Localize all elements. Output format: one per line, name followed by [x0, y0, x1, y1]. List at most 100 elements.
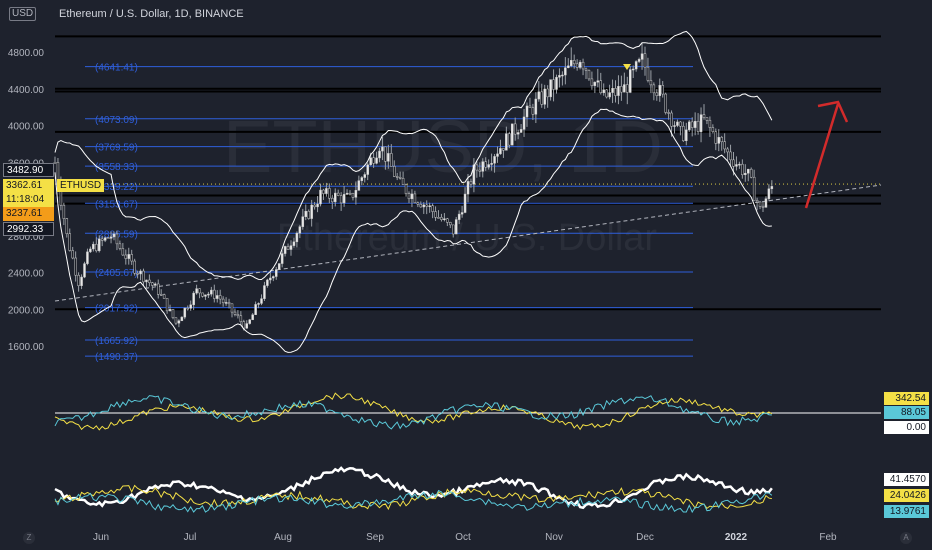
- candle-body: [275, 269, 278, 277]
- candle-body: [564, 67, 567, 76]
- candle-body: [528, 105, 532, 108]
- candle-body: [319, 189, 322, 205]
- upper-band: [54, 30, 773, 281]
- candle-body: [195, 288, 198, 294]
- candle-body: [679, 121, 682, 127]
- candle-body: [540, 91, 543, 105]
- candle-body: [463, 193, 467, 213]
- candle-body: [331, 197, 334, 203]
- fib-level-label: (1490.37): [95, 352, 138, 363]
- candle-body: [475, 164, 479, 171]
- candle-body: [342, 194, 346, 204]
- candle-body: [103, 237, 107, 241]
- candle-body: [469, 181, 473, 185]
- candle-body: [587, 70, 591, 80]
- candle-body: [145, 279, 148, 283]
- candle-body: [295, 232, 299, 243]
- candle-body: [744, 172, 747, 176]
- time-axis[interactable]: Jun Jul Aug Sep Oct Nov Dec 2022 Feb: [93, 532, 837, 543]
- candle-body: [525, 105, 529, 118]
- indicator-2-cyan: [54, 489, 773, 514]
- indicator-value-box: 88.05: [884, 406, 929, 419]
- auto-scale-icon[interactable]: A: [900, 532, 912, 544]
- candle-body: [567, 65, 570, 68]
- z-icon[interactable]: Z: [23, 532, 35, 544]
- candle-body: [180, 316, 184, 322]
- candle-body: [348, 192, 352, 195]
- indicator-value-box: 13.9761: [884, 505, 929, 518]
- candle-body: [590, 78, 594, 86]
- candle-body: [186, 307, 189, 310]
- candle-body: [142, 270, 145, 283]
- candle-body: [280, 253, 284, 264]
- candle-body: [688, 121, 691, 131]
- candle-body: [213, 289, 216, 299]
- indicator-value-box: 0.00: [884, 421, 929, 434]
- candle-body: [248, 319, 251, 324]
- candle-body: [646, 66, 650, 81]
- candle-body: [543, 88, 546, 105]
- candle-body: [752, 176, 756, 201]
- candle-body: [272, 276, 275, 279]
- fib-level-label: (1665.92): [95, 336, 138, 347]
- candle-body: [390, 153, 393, 167]
- candle-body: [336, 192, 340, 196]
- candle-body: [210, 289, 213, 295]
- candle-body: [555, 77, 558, 90]
- candle-body: [366, 164, 369, 175]
- candle-body: [95, 243, 98, 252]
- candle-body: [537, 91, 541, 100]
- fib-level-label: (3339.22): [95, 182, 138, 193]
- candle-body: [245, 323, 248, 329]
- candle-body: [419, 203, 423, 208]
- indicator-1-yellow: [54, 392, 773, 431]
- candle-body: [702, 114, 706, 118]
- rising-trendline: [54, 184, 882, 302]
- ath-marker: [623, 64, 631, 70]
- candle-body: [443, 218, 446, 221]
- candle-body: [416, 202, 420, 205]
- candle-body: [159, 294, 163, 296]
- candle-body: [207, 293, 210, 296]
- currency-chip[interactable]: USD: [9, 7, 37, 21]
- candle-body: [360, 177, 364, 181]
- candle-body: [218, 295, 222, 300]
- candle-body: [260, 298, 263, 304]
- candle-body: [513, 123, 517, 135]
- candle-body: [310, 204, 313, 219]
- candle-body: [511, 123, 514, 146]
- indicator-2-white: [54, 466, 773, 510]
- candle-body: [112, 233, 116, 238]
- candle-body: [183, 307, 187, 318]
- candle-body: [124, 254, 128, 259]
- candle-body: [334, 192, 337, 203]
- symbol-watermark: ETHUSD, 1D Ethereum / U.S. Dollar: [223, 105, 663, 259]
- candle-body: [345, 192, 349, 195]
- candle-body: [401, 178, 405, 185]
- candle-body: [71, 250, 74, 259]
- time-tick-label: Aug: [274, 532, 292, 543]
- candles: [53, 30, 774, 353]
- time-tick-label: Oct: [455, 532, 471, 543]
- candle-body: [289, 245, 293, 250]
- candle-body: [313, 204, 316, 208]
- symbol-title: Ethereum / U.S. Dollar, 1D, BINANCE: [59, 8, 244, 20]
- candle-body: [239, 315, 243, 322]
- candle-body: [378, 150, 381, 159]
- indicator-panel-2: [54, 466, 773, 514]
- candle-body: [605, 89, 608, 98]
- forecast-arrow: [804, 100, 849, 209]
- candle-body: [631, 68, 635, 71]
- candle-body: [118, 243, 122, 249]
- price-tick-label: 2400.00: [8, 269, 45, 280]
- candle-body: [277, 263, 281, 270]
- candle-body: [174, 317, 178, 324]
- candle-body: [676, 121, 679, 126]
- candle-body: [655, 92, 659, 96]
- candle-body: [233, 311, 237, 315]
- candle-body: [761, 206, 765, 208]
- candle-body: [328, 188, 331, 199]
- candle-body: [189, 304, 192, 309]
- candle-body: [570, 60, 573, 67]
